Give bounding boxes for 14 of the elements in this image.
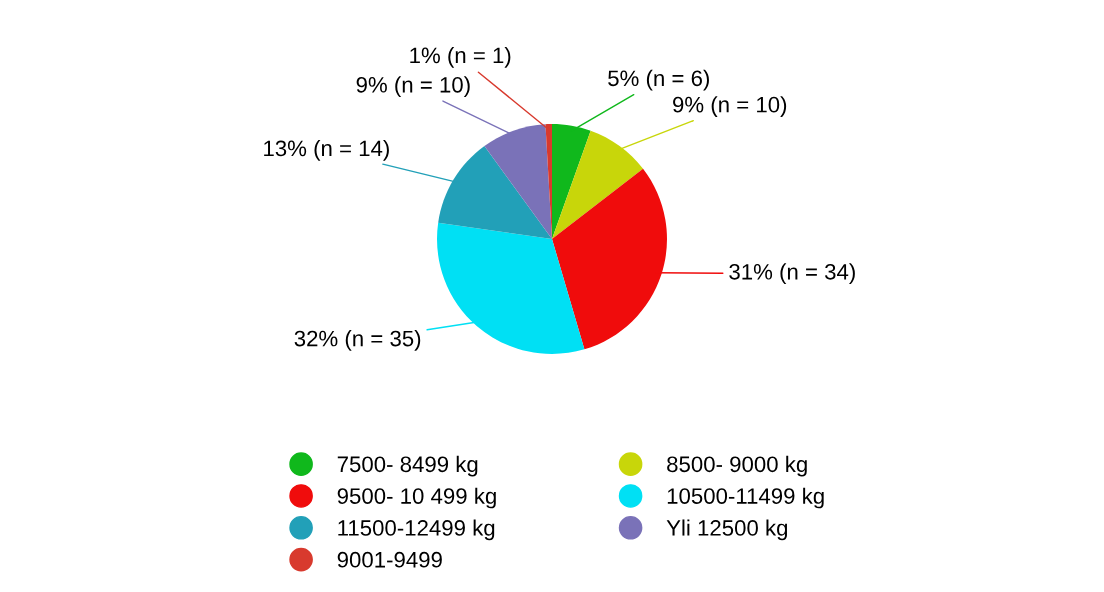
legend-label: 8500- 9000 kg xyxy=(667,455,807,477)
legend-label: 7500- 8499 kg xyxy=(337,455,478,477)
data-label: 9% (n = 10) xyxy=(356,76,470,98)
data-label: 9% (n = 10) xyxy=(673,96,787,117)
data-label: 1% (n = 1) xyxy=(410,46,511,68)
legend-label: 10500-11499 kg xyxy=(667,487,824,509)
legend-label: 9500- 10 499 kg xyxy=(337,487,496,509)
data-label: 31% (n = 34) xyxy=(729,263,855,285)
data-label: 13% (n = 14) xyxy=(264,139,389,161)
data-label: 5% (n = 6) xyxy=(608,69,709,91)
legend-label: Yli 12500 kg xyxy=(666,519,788,541)
legend-label: 11500-12499 kg xyxy=(338,519,495,541)
data-label: 32% (n = 35) xyxy=(294,330,421,351)
legend-label: 9001-9499 xyxy=(337,551,442,568)
